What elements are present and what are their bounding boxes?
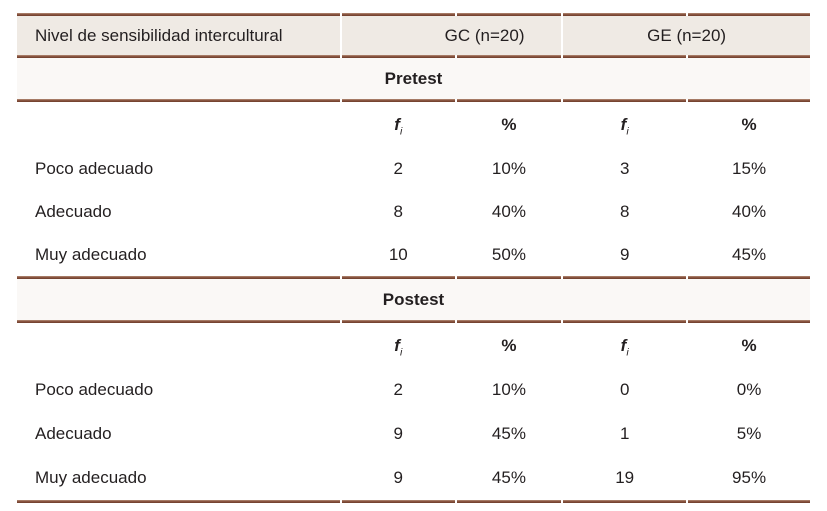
rule-segment (341, 13, 455, 16)
cell-ge-fi: 8 (619, 201, 630, 221)
rule-segment (17, 13, 340, 16)
row-label: Poco adecuado (35, 158, 154, 178)
fi-symbol: fi (620, 114, 629, 137)
rule-segment (563, 99, 687, 102)
cell-ge-pct: 5% (736, 424, 762, 443)
cell-gc-pct: 10% (491, 158, 526, 178)
section-band-postest: Postest (17, 279, 810, 320)
fi-symbol: fi (394, 335, 403, 358)
rule-segment (563, 13, 687, 16)
cell-gc-pct: 45% (491, 468, 526, 487)
rule-segment (688, 13, 810, 16)
section-band-pretest: Pretest (17, 58, 810, 99)
empty-cell (17, 323, 340, 368)
divider-rule-bottom (17, 500, 810, 503)
cell-gc-pct: 45% (491, 424, 526, 443)
rule-segment (456, 13, 562, 16)
col-header-ge-fi: fi (563, 323, 686, 368)
cell-gc-pct: 40% (491, 201, 526, 221)
rule-segment (563, 500, 687, 503)
row-label: Muy adecuado (35, 244, 147, 264)
cell-ge-pct: 45% (732, 244, 767, 264)
intercultural-sensitivity-table: Nivel de sensibilidad intercultural GC (… (15, 13, 812, 503)
rule-segment (17, 276, 340, 279)
col-header-ge-fi: fi (563, 102, 686, 147)
table-row: Muy adecuado 9 45% 19 95% (17, 456, 810, 500)
rule-segment (563, 55, 687, 58)
rule-segment (456, 320, 562, 323)
column-subheader-row: fi % fi % (17, 102, 810, 147)
row-label: Muy adecuado (35, 468, 147, 487)
table-header-row: Nivel de sensibilidad intercultural GC (… (17, 16, 810, 55)
rule-segment (17, 55, 340, 58)
cell-gc-fi: 8 (393, 201, 404, 221)
cell-ge-fi: 1 (619, 424, 630, 443)
cell-gc-fi: 10 (388, 244, 408, 264)
cell-gc-pct: 10% (491, 380, 526, 399)
divider-rule-top (17, 13, 810, 16)
rule-segment (688, 276, 810, 279)
rule-segment (341, 500, 455, 503)
rule-segment (688, 55, 810, 58)
row-label: Adecuado (35, 201, 112, 221)
cell-gc-pct: 50% (491, 244, 526, 264)
cell-gc-fi: 9 (393, 424, 404, 443)
col-header-ge-pct: % (741, 114, 757, 134)
col-header-gc-fi: fi (342, 102, 455, 147)
cell-gc-fi: 2 (393, 380, 404, 399)
group-header-gc: GC (n=20) (341, 16, 562, 55)
rule-segment (563, 276, 687, 279)
group-header-ge: GE (n=20) (563, 16, 810, 55)
divider-rule (17, 55, 810, 58)
table-row: Adecuado 8 40% 8 40% (17, 190, 810, 233)
rule-segment (17, 99, 340, 102)
rule-segment (341, 99, 455, 102)
fi-symbol: fi (620, 335, 629, 358)
col-header-ge-pct: % (741, 335, 757, 355)
divider-rule (17, 99, 810, 102)
cell-ge-pct: 0% (736, 380, 762, 399)
rule-segment (341, 276, 455, 279)
rule-segment (341, 320, 455, 323)
cell-ge-pct: 40% (732, 201, 767, 221)
cell-ge-fi: 3 (619, 158, 630, 178)
rule-segment (341, 55, 455, 58)
rule-segment (17, 500, 340, 503)
cell-gc-fi: 9 (393, 468, 404, 487)
col-header-gc-fi: fi (342, 323, 455, 368)
rule-segment (17, 320, 340, 323)
section-label: Postest (17, 279, 810, 320)
cell-ge-pct: 95% (732, 468, 767, 487)
fi-symbol: fi (394, 114, 403, 137)
rule-segment (688, 500, 810, 503)
rule-segment (456, 276, 562, 279)
table-title-cell: Nivel de sensibilidad intercultural (17, 16, 340, 55)
divider-rule (17, 276, 810, 279)
cell-ge-fi: 0 (619, 380, 630, 399)
column-subheader-row: fi % fi % (17, 323, 810, 368)
rule-segment (688, 320, 810, 323)
col-header-gc-pct: % (501, 335, 517, 355)
rule-segment (456, 55, 562, 58)
cell-ge-fi: 9 (619, 244, 630, 264)
cell-ge-pct: 15% (732, 158, 767, 178)
row-label: Poco adecuado (35, 380, 154, 399)
col-header-gc-pct: % (501, 114, 517, 134)
section-label: Pretest (17, 58, 810, 99)
cell-gc-fi: 2 (393, 158, 404, 178)
rule-segment (563, 320, 687, 323)
cell-ge-fi: 19 (615, 468, 635, 487)
table-row: Poco adecuado 2 10% 0 0% (17, 368, 810, 412)
rule-segment (456, 99, 562, 102)
divider-rule (17, 320, 810, 323)
empty-cell (17, 102, 340, 147)
table-row: Muy adecuado 10 50% 9 45% (17, 233, 810, 276)
table-row: Poco adecuado 2 10% 3 15% (17, 147, 810, 190)
row-label: Adecuado (35, 424, 112, 443)
table-row: Adecuado 9 45% 1 5% (17, 412, 810, 456)
rule-segment (456, 500, 562, 503)
rule-segment (688, 99, 810, 102)
